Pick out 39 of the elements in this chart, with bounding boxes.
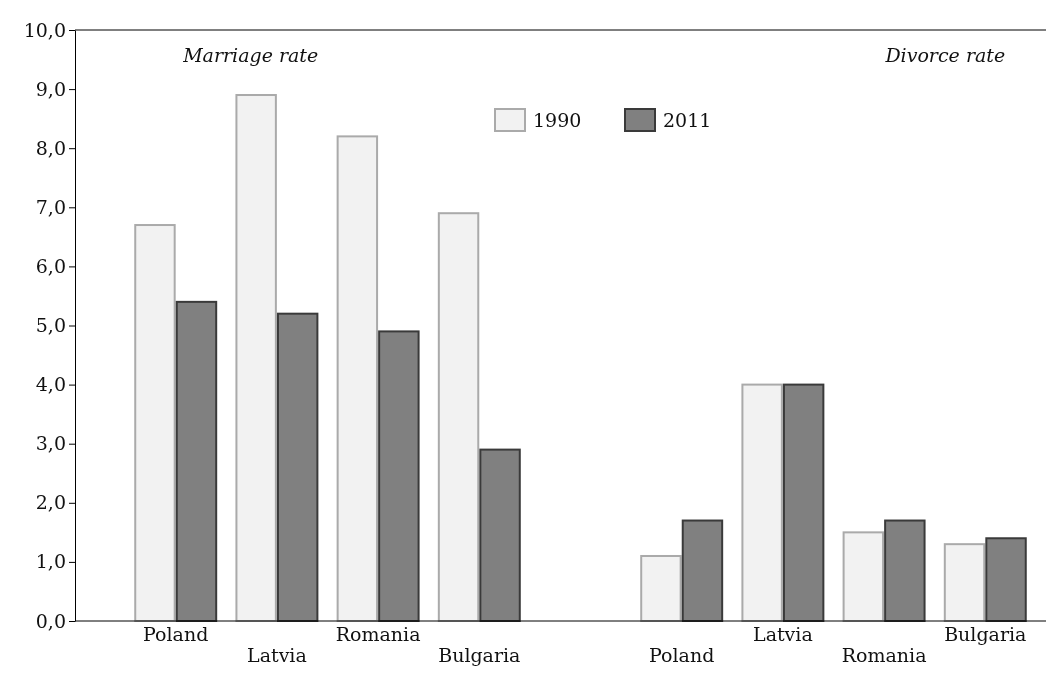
bar [884, 519, 926, 622]
bar [985, 537, 1027, 622]
x-tick-label: Bulgaria [944, 623, 1027, 646]
y-tick-label: 10,0 [23, 18, 66, 41]
bar [336, 135, 379, 622]
y-tick-label: 8,0 [35, 136, 66, 159]
x-tick-label: Poland [649, 644, 715, 666]
y-tick-label: 3,0 [35, 432, 66, 455]
y-tick-label: 2,0 [35, 491, 66, 514]
bar [134, 224, 176, 622]
bar [175, 300, 218, 622]
x-tick-label: Latvia [247, 644, 307, 666]
bar [378, 330, 420, 622]
annotation: Marriage rate [182, 44, 319, 66]
x-tick-label: Latvia [753, 623, 813, 646]
x-tick-label: Poland [143, 623, 209, 646]
bar [276, 312, 319, 622]
y-tick-label: 6,0 [35, 254, 66, 277]
annotation: Divorce rate [884, 44, 1006, 66]
bar [235, 94, 277, 622]
y-tick-label: 0,0 [35, 609, 66, 632]
bar [640, 554, 682, 622]
x-tick-label: Romania [335, 623, 421, 646]
y-tick-label: 9,0 [35, 77, 66, 100]
legend-label: 1990 [533, 109, 582, 131]
bar [479, 448, 521, 622]
bar [842, 531, 885, 622]
legend-label: 2011 [663, 109, 712, 131]
bar [943, 543, 986, 622]
y-tick-label: 7,0 [35, 195, 66, 218]
x-tick-label: Bulgaria [438, 644, 521, 666]
y-tick-label: 1,0 [35, 550, 66, 573]
y-tick-label: 5,0 [35, 314, 66, 337]
bar [782, 383, 825, 622]
x-tick-label: Romania [841, 644, 927, 666]
bar [681, 519, 724, 622]
y-tick-label: 4,0 [35, 373, 66, 396]
bar [741, 383, 783, 622]
bar [437, 212, 480, 622]
